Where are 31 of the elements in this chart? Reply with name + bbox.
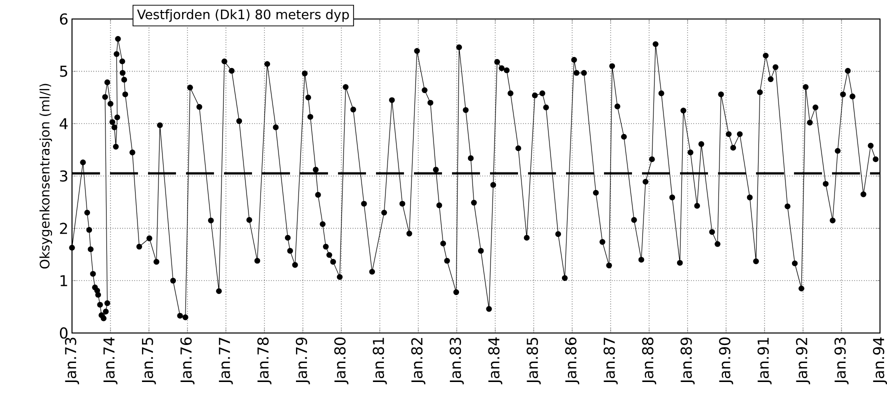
x-tick-label: Jan.80 [334,338,348,384]
chart-title: Vestfjorden (Dk1) 80 meters dyp [137,9,349,22]
x-tick-label: Jan.91 [758,338,772,384]
x-tick-label: Jan.87 [604,338,618,384]
x-tick-label: Jan.84 [488,337,502,384]
x-tick-label: Jan.83 [450,338,464,384]
x-tick-label: Jan.86 [565,337,580,384]
x-tick-label: Jan.78 [257,338,272,384]
x-tick-label: Jan.79 [296,338,310,384]
x-tick-label: Jan.94 [872,337,887,384]
x-tick-label: Jan.90 [719,338,734,384]
x-tick-label: Jan.93 [834,338,849,384]
x-tick-label: Jan.77 [218,338,233,384]
x-tick-label: Jan.92 [796,338,810,384]
y-tick-label: 2 [60,222,67,234]
y-tick-label: 3 [60,170,68,182]
x-tick-label: Jan.89 [680,338,695,384]
y-tick-label: 1 [60,275,68,286]
x-tick-label: Jan.85 [526,338,541,384]
x-tick-label: Jan.75 [142,338,156,384]
x-tick-label: Jan.81 [372,338,387,384]
y-tick-label: 4 [60,118,68,130]
x-tick-label: Jan.74 [104,337,118,384]
y-tick-label: 0 [60,327,68,339]
y-axis-title: Oksygenkonsentrasjon (ml/l) [39,84,52,269]
y-tick-label: 6 [60,13,68,25]
x-tick-label: Jan.82 [411,338,426,384]
y-tick-label: 5 [60,66,68,77]
x-tick-label: Jan.76 [180,337,194,384]
x-tick-label: Jan.88 [642,338,656,384]
x-tick-label: Jan.73 [64,338,80,384]
